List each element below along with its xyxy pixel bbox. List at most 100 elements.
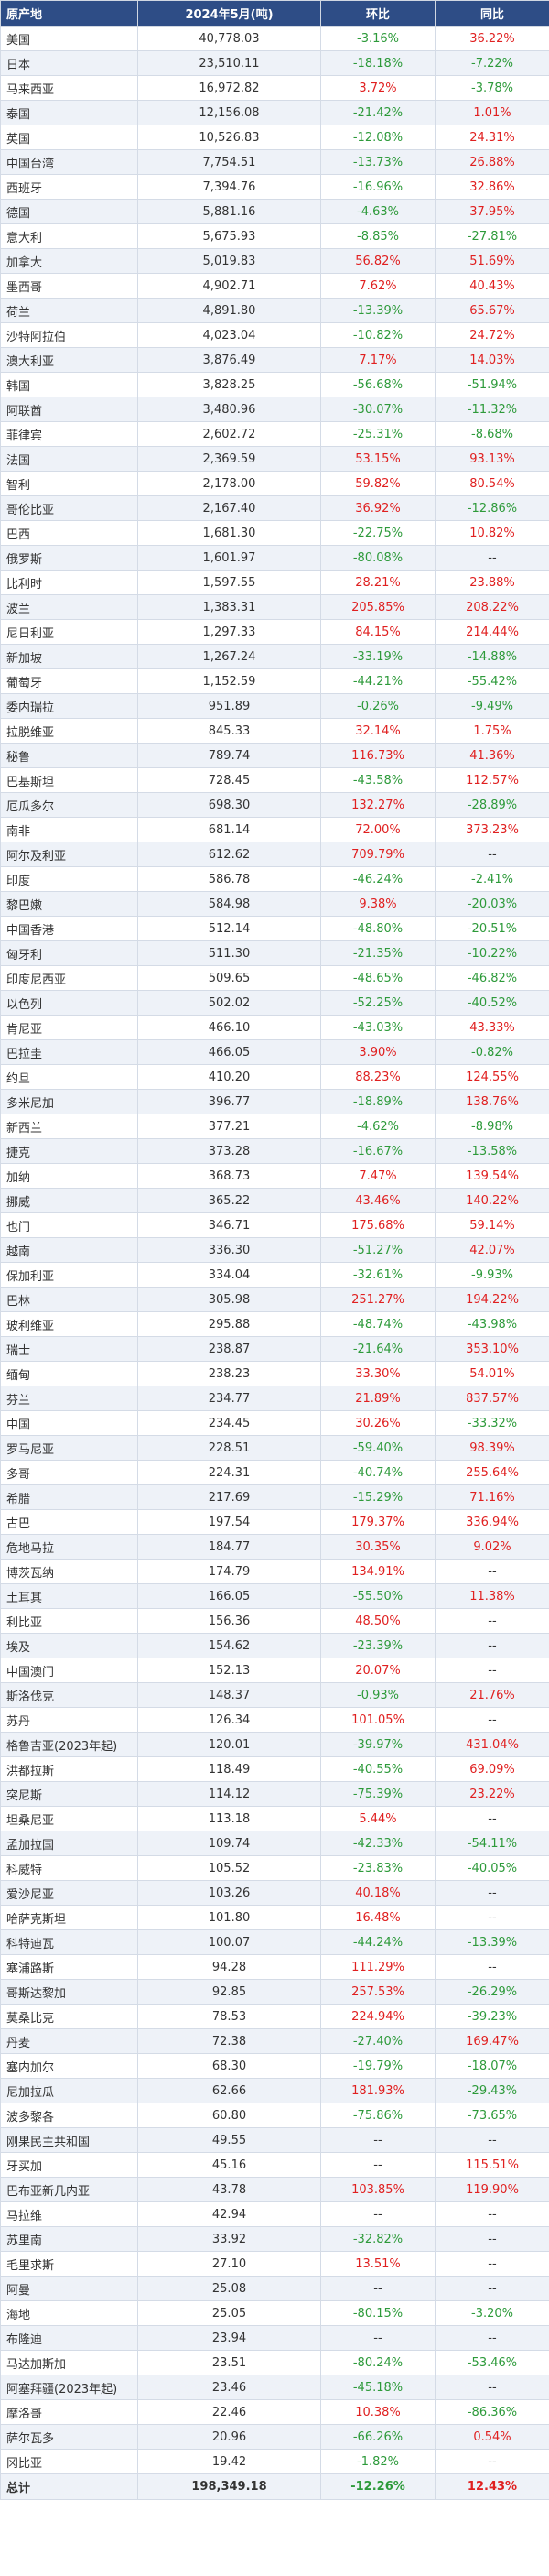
cell-value: 126.34 — [137, 1707, 321, 1733]
cell-yoy: 9.02% — [435, 1534, 549, 1560]
cell-mom: 20.07% — [320, 1658, 436, 1683]
cell-value: 103.26 — [137, 1880, 321, 1906]
cell-value: 509.65 — [137, 965, 321, 991]
table-row: 希腊 217.69 -15.29% 71.16% — [0, 1484, 549, 1510]
cell-value: 23,510.11 — [137, 50, 321, 76]
cell-yoy: -- — [435, 1633, 549, 1658]
cell-mom: -8.85% — [320, 223, 436, 249]
cell-origin: 西班牙 — [0, 174, 138, 200]
cell-value: 23.94 — [137, 2325, 321, 2351]
cell-value: 10,526.83 — [137, 125, 321, 150]
cell-origin: 波多黎各 — [0, 2103, 138, 2128]
table-row: 牙买加 45.16 -- 115.51% — [0, 2152, 549, 2178]
cell-origin: 危地马拉 — [0, 1534, 138, 1560]
table-row: 哥伦比亚 2,167.40 36.92% -12.86% — [0, 495, 549, 521]
cell-origin: 加拿大 — [0, 248, 138, 274]
cell-yoy: 336.94% — [435, 1509, 549, 1535]
cell-mom: 5.44% — [320, 1806, 436, 1831]
cell-value: 410.20 — [137, 1064, 321, 1090]
cell-value: 234.45 — [137, 1410, 321, 1436]
cell-mom: 111.29% — [320, 1954, 436, 1980]
table-row: 韩国 3,828.25 -56.68% -51.94% — [0, 372, 549, 397]
cell-origin: 德国 — [0, 199, 138, 224]
table-row: 瑞士 238.87 -21.64% 353.10% — [0, 1336, 549, 1362]
cell-origin: 土耳其 — [0, 1583, 138, 1609]
cell-origin: 哈萨克斯坦 — [0, 1905, 138, 1930]
cell-origin: 萨尔瓦多 — [0, 2424, 138, 2450]
cell-yoy: 43.33% — [435, 1015, 549, 1040]
cell-origin: 冈比亚 — [0, 2449, 138, 2474]
cell-yoy: 431.04% — [435, 1732, 549, 1757]
cell-origin: 拉脱维亚 — [0, 718, 138, 744]
cell-value: 3,480.96 — [137, 397, 321, 422]
table-row: 科特迪瓦 100.07 -44.24% -13.39% — [0, 1929, 549, 1955]
cell-yoy: -40.05% — [435, 1855, 549, 1881]
cell-value: 295.88 — [137, 1311, 321, 1337]
cell-yoy: 69.09% — [435, 1756, 549, 1782]
cell-origin: 埃及 — [0, 1633, 138, 1658]
cell-yoy: 65.67% — [435, 298, 549, 323]
cell-value: 62.66 — [137, 2078, 321, 2103]
cell-mom: -0.26% — [320, 693, 436, 719]
cell-origin: 洪都拉斯 — [0, 1756, 138, 1782]
table-row: 阿曼 25.08 -- -- — [0, 2276, 549, 2301]
table-row: 泰国 12,156.08 -21.42% 1.01% — [0, 100, 549, 125]
table-row: 比利时 1,597.55 28.21% 23.88% — [0, 570, 549, 595]
cell-value: 305.98 — [137, 1287, 321, 1312]
table-row: 菲律宾 2,602.72 -25.31% -8.68% — [0, 421, 549, 447]
table-row: 荷兰 4,891.80 -13.39% 65.67% — [0, 298, 549, 323]
cell-mom: -13.73% — [320, 149, 436, 175]
table-row: 美国 40,778.03 -3.16% 36.22% — [0, 26, 549, 51]
cell-value: 845.33 — [137, 718, 321, 744]
cell-yoy: 10.82% — [435, 520, 549, 546]
cell-mom: 43.46% — [320, 1188, 436, 1213]
cell-value: 4,023.04 — [137, 322, 321, 348]
table-row: 毛里求斯 27.10 13.51% -- — [0, 2251, 549, 2277]
cell-yoy: -- — [435, 2276, 549, 2301]
cell-mom: -3.16% — [320, 26, 436, 51]
table-row: 新加坡 1,267.24 -33.19% -14.88% — [0, 644, 549, 669]
table-row: 爱沙尼亚 103.26 40.18% -- — [0, 1880, 549, 1906]
table-row: 土耳其 166.05 -55.50% 11.38% — [0, 1583, 549, 1609]
cell-value: 466.10 — [137, 1015, 321, 1040]
table-row: 保加利亚 334.04 -32.61% -9.93% — [0, 1262, 549, 1288]
table-row: 中国澳门 152.13 20.07% -- — [0, 1658, 549, 1683]
cell-origin: 马达加斯加 — [0, 2350, 138, 2375]
cell-origin: 巴林 — [0, 1287, 138, 1312]
cell-yoy: 194.22% — [435, 1287, 549, 1312]
cell-yoy: -54.11% — [435, 1831, 549, 1856]
cell-value: 16,972.82 — [137, 75, 321, 101]
table-row: 刚果民主共和国 49.55 -- -- — [0, 2127, 549, 2153]
cell-value: 114.12 — [137, 1781, 321, 1807]
cell-value: 396.77 — [137, 1089, 321, 1114]
table-row: 捷克 373.28 -16.67% -13.58% — [0, 1138, 549, 1164]
cell-yoy: -12.86% — [435, 495, 549, 521]
table-row: 中国 234.45 30.26% -33.32% — [0, 1410, 549, 1436]
cell-origin: 法国 — [0, 446, 138, 472]
cell-value: 2,178.00 — [137, 471, 321, 496]
cell-yoy: -39.23% — [435, 2004, 549, 2029]
cell-value: 68.30 — [137, 2053, 321, 2079]
table-row: 洪都拉斯 118.49 -40.55% 69.09% — [0, 1756, 549, 1782]
table-row: 塞浦路斯 94.28 111.29% -- — [0, 1954, 549, 1980]
cell-mom: -- — [320, 2325, 436, 2351]
cell-yoy: -40.52% — [435, 990, 549, 1016]
cell-value: 681.14 — [137, 817, 321, 842]
cell-value: 148.37 — [137, 1682, 321, 1708]
cell-origin: 罗马尼亚 — [0, 1435, 138, 1461]
cell-mom: 103.85% — [320, 2177, 436, 2202]
cell-yoy: 119.90% — [435, 2177, 549, 2202]
table-row: 阿联酋 3,480.96 -30.07% -11.32% — [0, 397, 549, 422]
table-body: 美国 40,778.03 -3.16% 36.22% 日本 23,510.11 -18.18… — [0, 26, 549, 2500]
cell-mom: 181.93% — [320, 2078, 436, 2103]
cell-mom: 32.14% — [320, 718, 436, 744]
cell-origin: 巴西 — [0, 520, 138, 546]
cell-yoy: 37.95% — [435, 199, 549, 224]
cell-origin: 阿塞拜疆(2023年起) — [0, 2375, 138, 2400]
cell-mom: 16.48% — [320, 1905, 436, 1930]
cell-mom: -18.89% — [320, 1089, 436, 1114]
cell-mom: -43.58% — [320, 767, 436, 793]
cell-origin: 阿曼 — [0, 2276, 138, 2301]
cell-mom: 179.37% — [320, 1509, 436, 1535]
table-row: 马拉维 42.94 -- -- — [0, 2201, 549, 2227]
